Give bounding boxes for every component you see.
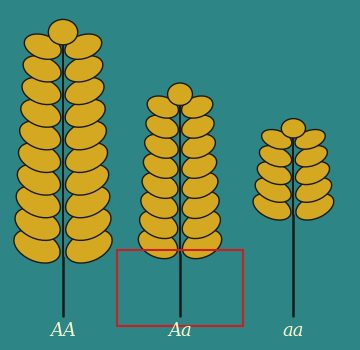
- Ellipse shape: [295, 146, 327, 167]
- Ellipse shape: [65, 56, 103, 82]
- Ellipse shape: [65, 34, 102, 60]
- Ellipse shape: [21, 99, 61, 127]
- Ellipse shape: [146, 115, 178, 138]
- Ellipse shape: [296, 194, 334, 220]
- Ellipse shape: [262, 130, 292, 149]
- Text: Aa: Aa: [168, 322, 192, 340]
- Ellipse shape: [22, 77, 61, 105]
- Bar: [117, 250, 243, 326]
- Ellipse shape: [66, 186, 110, 218]
- Ellipse shape: [182, 191, 219, 218]
- Ellipse shape: [66, 164, 109, 195]
- Ellipse shape: [296, 177, 332, 202]
- Ellipse shape: [65, 99, 105, 127]
- Ellipse shape: [23, 56, 61, 82]
- Ellipse shape: [17, 164, 60, 195]
- Ellipse shape: [16, 186, 60, 218]
- Ellipse shape: [260, 146, 292, 167]
- Ellipse shape: [145, 134, 178, 158]
- Ellipse shape: [147, 96, 179, 118]
- Ellipse shape: [181, 96, 213, 118]
- Ellipse shape: [182, 134, 215, 158]
- Ellipse shape: [65, 77, 104, 105]
- Ellipse shape: [281, 119, 306, 138]
- Ellipse shape: [253, 194, 291, 220]
- Ellipse shape: [18, 142, 60, 173]
- Ellipse shape: [296, 162, 329, 184]
- Ellipse shape: [138, 229, 177, 259]
- Ellipse shape: [183, 229, 222, 259]
- Ellipse shape: [24, 34, 61, 60]
- Ellipse shape: [255, 177, 291, 202]
- Ellipse shape: [66, 208, 111, 240]
- Ellipse shape: [143, 153, 178, 178]
- Text: aa: aa: [283, 322, 304, 340]
- Ellipse shape: [48, 19, 78, 45]
- Ellipse shape: [140, 210, 178, 239]
- Ellipse shape: [20, 121, 61, 150]
- Ellipse shape: [182, 115, 214, 138]
- Ellipse shape: [182, 172, 218, 198]
- Ellipse shape: [66, 229, 112, 263]
- Ellipse shape: [66, 142, 108, 173]
- Ellipse shape: [295, 130, 325, 149]
- Text: AA: AA: [50, 322, 76, 340]
- Ellipse shape: [257, 162, 291, 184]
- Ellipse shape: [182, 210, 220, 239]
- Ellipse shape: [141, 191, 178, 218]
- Ellipse shape: [167, 83, 193, 105]
- Ellipse shape: [65, 121, 106, 150]
- Ellipse shape: [182, 153, 217, 178]
- Ellipse shape: [15, 208, 60, 240]
- Ellipse shape: [142, 172, 178, 198]
- Ellipse shape: [14, 229, 60, 263]
